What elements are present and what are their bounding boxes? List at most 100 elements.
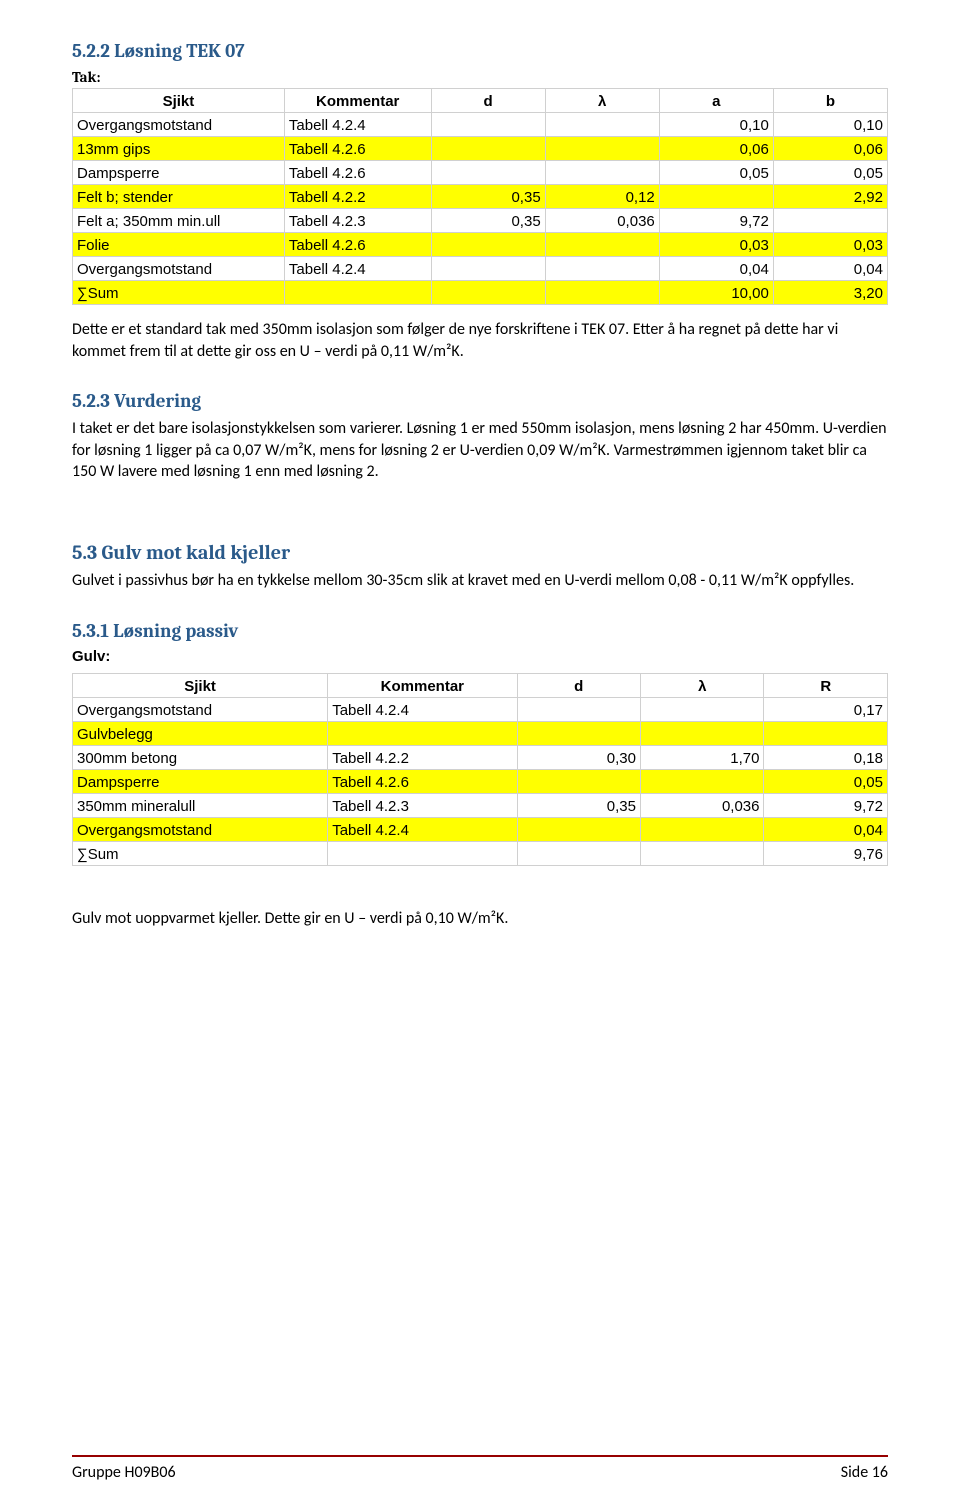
table-cell: 0,35 [517, 793, 640, 817]
table-cell [545, 113, 659, 137]
table-cell: 0,35 [431, 209, 545, 233]
table-cell: Tabell 4.2.3 [328, 793, 517, 817]
table-cell [517, 841, 640, 865]
table-row: Gulvbelegg [73, 721, 888, 745]
footer-left: Gruppe H09B06 [72, 1463, 176, 1482]
th-d: d [431, 89, 545, 113]
table-cell: Gulvbelegg [73, 721, 328, 745]
table-cell: 0,10 [773, 113, 887, 137]
th-d: d [517, 673, 640, 697]
table-cell: Overgangsmotstand [73, 257, 285, 281]
th-sjikt: Sjikt [73, 673, 328, 697]
table-cell [641, 841, 764, 865]
table-cell [284, 281, 431, 305]
th-r: R [764, 673, 888, 697]
table-cell: 0,04 [764, 817, 888, 841]
table-row: 300mm betongTabell 4.2.20,301,700,18 [73, 745, 888, 769]
table-cell [431, 257, 545, 281]
table-cell: 1,70 [641, 745, 764, 769]
table-cell: 0,05 [773, 161, 887, 185]
table-cell [431, 161, 545, 185]
table-cell [545, 281, 659, 305]
table-cell: 9,76 [764, 841, 888, 865]
table-cell [545, 137, 659, 161]
table-row: Felt b; stenderTabell 4.2.20,350,122,92 [73, 185, 888, 209]
table-cell [517, 697, 640, 721]
table-cell: 0,06 [659, 137, 773, 161]
table-cell [545, 161, 659, 185]
table-cell: 9,72 [764, 793, 888, 817]
table-cell [659, 185, 773, 209]
table-cell: 0,35 [431, 185, 545, 209]
table-row: FolieTabell 4.2.60,030,03 [73, 233, 888, 257]
table-cell: 10,00 [659, 281, 773, 305]
table-cell [517, 817, 640, 841]
table-cell [641, 817, 764, 841]
table-cell [431, 137, 545, 161]
table-cell [431, 233, 545, 257]
table-cell: 0,036 [545, 209, 659, 233]
table-cell: 0,12 [545, 185, 659, 209]
table-cell: Overgangsmotstand [73, 697, 328, 721]
th-lambda: λ [641, 673, 764, 697]
table-cell: 0,17 [764, 697, 888, 721]
table-cell: Tabell 4.2.4 [328, 697, 517, 721]
paragraph-5-3-1-after: Gulv mot uoppvarmet kjeller. Dette gir e… [72, 908, 888, 930]
heading-5-3-1: 5.3.1 Løsning passiv [72, 620, 888, 642]
paragraph-5-2-2: Dette er et standard tak med 350mm isola… [72, 319, 888, 362]
table-label-tak: Tak: [72, 68, 888, 86]
table-cell: 3,20 [773, 281, 887, 305]
table-cell: Tabell 4.2.4 [328, 817, 517, 841]
table-cell [328, 721, 517, 745]
table-cell: Tabell 4.2.6 [284, 137, 431, 161]
table-cell [641, 721, 764, 745]
table-cell: Overgangsmotstand [73, 113, 285, 137]
table-row: 350mm mineralullTabell 4.2.30,350,0369,7… [73, 793, 888, 817]
table-cell: 0,036 [641, 793, 764, 817]
table-cell: 0,04 [773, 257, 887, 281]
table-cell: Tabell 4.2.6 [284, 233, 431, 257]
table-cell [517, 769, 640, 793]
table-cell: Tabell 4.2.4 [284, 257, 431, 281]
table-row: ∑Sum10,003,20 [73, 281, 888, 305]
table-row: Felt a; 350mm min.ullTabell 4.2.30,350,0… [73, 209, 888, 233]
th-a: a [659, 89, 773, 113]
table-cell: Tabell 4.2.3 [284, 209, 431, 233]
tak-table: Sjikt Kommentar d λ a b Overgangsmotstan… [72, 88, 888, 305]
gulv-table: Sjikt Kommentar d λ R OvergangsmotstandT… [72, 673, 888, 866]
table-cell: 13mm gips [73, 137, 285, 161]
table-cell: Tabell 4.2.4 [284, 113, 431, 137]
table-cell [431, 281, 545, 305]
th-sjikt: Sjikt [73, 89, 285, 113]
table-cell: 0,05 [764, 769, 888, 793]
table-cell: 0,18 [764, 745, 888, 769]
paragraph-5-3: Gulvet i passivhus bør ha en tykkelse me… [72, 570, 888, 592]
table-cell [328, 841, 517, 865]
table-cell: 300mm betong [73, 745, 328, 769]
table-row: DampsperreTabell 4.2.60,050,05 [73, 161, 888, 185]
footer-right: Side 16 [841, 1463, 888, 1482]
table-cell [641, 697, 764, 721]
table-cell: 0,10 [659, 113, 773, 137]
table-cell: 0,30 [517, 745, 640, 769]
table-cell: Tabell 4.2.2 [328, 745, 517, 769]
table-cell [773, 209, 887, 233]
heading-5-2-3: 5.2.3 Vurdering [72, 390, 888, 412]
table-cell: Dampsperre [73, 161, 285, 185]
table-row: OvergangsmotstandTabell 4.2.4 0,100,10 [73, 113, 888, 137]
table-cell: Folie [73, 233, 285, 257]
th-lambda: λ [545, 89, 659, 113]
table-cell: Overgangsmotstand [73, 817, 328, 841]
table-label-gulv: Gulv: [72, 648, 888, 665]
table-cell [517, 721, 640, 745]
page-footer: Gruppe H09B06 Side 16 [72, 1455, 888, 1482]
table-cell [641, 769, 764, 793]
th-kommentar: Kommentar [284, 89, 431, 113]
table-cell [764, 721, 888, 745]
table-cell: Felt b; stender [73, 185, 285, 209]
heading-5-3: 5.3 Gulv mot kald kjeller [72, 541, 888, 564]
table-cell: Felt a; 350mm min.ull [73, 209, 285, 233]
table-cell: 350mm mineralull [73, 793, 328, 817]
table-header-row: Sjikt Kommentar d λ R [73, 673, 888, 697]
table-cell: Tabell 4.2.2 [284, 185, 431, 209]
